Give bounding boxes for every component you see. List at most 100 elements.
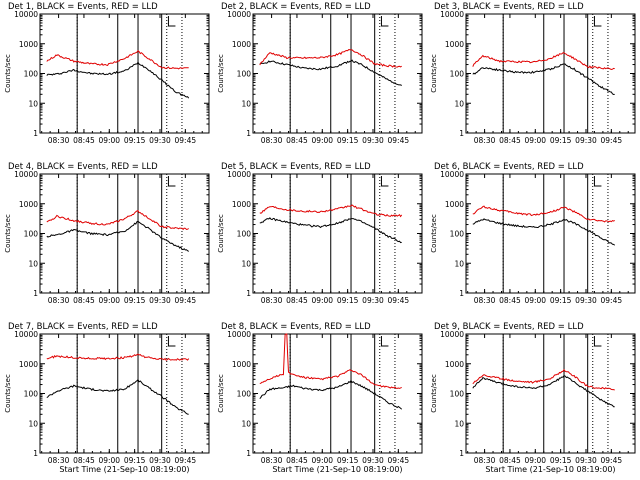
corner-bracket-marker: [593, 16, 602, 27]
detector-panel-3: 1 10 100 1000 10000 08:30 08:45 09:00 09:15 09:30…: [430, 2, 636, 145]
x-tick-label: 09:15: [124, 296, 146, 305]
plot-frame: [252, 13, 423, 134]
y-tick-label: 10000: [14, 10, 38, 19]
series-line-events: [46, 378, 189, 415]
y-tick-label: 1: [33, 129, 38, 138]
y-axis-label: Counts/sec: [4, 54, 12, 93]
corner-bracket-marker: [167, 176, 176, 187]
y-tick-label: 10000: [227, 330, 251, 339]
x-tick-label: 09:45: [388, 136, 410, 145]
panel-title: Det 7, BLACK = Events, RED = LLD: [8, 322, 158, 332]
y-tick-label: 10000: [440, 330, 464, 339]
y-tick-label: 10000: [440, 170, 464, 179]
y-tick-label: 100: [237, 70, 252, 79]
y-tick-label: 1: [246, 449, 251, 458]
corner-bracket-marker: [167, 336, 176, 347]
y-tick-label: 100: [24, 390, 39, 399]
x-tick-label: 09:30: [575, 296, 597, 305]
x-tick-label: 09:30: [149, 296, 171, 305]
x-tick-label: 09:45: [601, 456, 623, 465]
x-tick-label: 09:00: [524, 296, 546, 305]
y-axis-label: Counts/sec: [430, 214, 438, 253]
x-tick-label: 09:30: [149, 456, 171, 465]
y-tick-label: 100: [24, 70, 39, 79]
x-tick-label: 09:30: [362, 296, 384, 305]
x-tick-label: 09:15: [337, 136, 359, 145]
plot-frame: [39, 173, 210, 294]
series-line-lld: [46, 209, 189, 231]
y-tick-label: 1000: [232, 40, 251, 49]
y-tick-label: 100: [237, 390, 252, 399]
detector-panel-6: 1 10 100 1000 10000 08:30 08:45 09:00 09:15 09:30…: [430, 162, 636, 305]
x-tick-label: 09:00: [524, 136, 546, 145]
y-tick-label: 1000: [232, 360, 251, 369]
series-line-events: [472, 218, 616, 246]
x-tick-label: 08:45: [73, 296, 95, 305]
x-tick-label: 08:30: [474, 296, 496, 305]
x-tick-label: 09:45: [601, 136, 623, 145]
y-tick-label: 100: [450, 390, 465, 399]
corner-bracket-marker: [593, 336, 602, 347]
detector-panel-2: 1 10 100 1000 10000 08:30 08:45 09:00 09:15 09:30…: [217, 2, 423, 145]
x-tick-label: 09:30: [149, 136, 171, 145]
x-tick-label: 09:00: [311, 456, 333, 465]
y-tick-label: 10000: [14, 330, 38, 339]
series-line-events: [259, 59, 402, 86]
series-line-events: [259, 217, 402, 244]
plot-frame: [465, 13, 636, 134]
y-tick-label: 10: [28, 419, 38, 428]
corner-bracket-marker: [380, 336, 389, 347]
y-tick-label: 1: [246, 289, 251, 298]
y-tick-label: 1: [459, 449, 464, 458]
x-tick-label: 09:45: [175, 136, 197, 145]
x-tick-label: 09:45: [601, 296, 623, 305]
y-axis-label: Counts/sec: [217, 54, 225, 93]
y-tick-label: 10000: [440, 10, 464, 19]
x-axis-label: Start Time (21-Sep-10 08:19:00): [272, 465, 402, 474]
y-axis-label: Counts/sec: [4, 214, 12, 253]
y-tick-label: 100: [450, 230, 465, 239]
x-tick-label: 08:30: [261, 456, 283, 465]
x-tick-label: 09:00: [98, 456, 120, 465]
x-tick-label: 09:15: [124, 136, 146, 145]
y-axis-label: Counts/sec: [217, 214, 225, 253]
corner-bracket-marker: [380, 176, 389, 187]
x-tick-label: 09:00: [311, 296, 333, 305]
y-tick-label: 1: [459, 289, 464, 298]
x-tick-label: 08:30: [261, 136, 283, 145]
y-tick-label: 1000: [19, 200, 38, 209]
y-tick-label: 100: [450, 70, 465, 79]
plot-frame: [252, 333, 423, 454]
series-line-lld: [259, 204, 403, 218]
panel-title: Det 6, BLACK = Events, RED = LLD: [434, 162, 584, 172]
x-tick-label: 09:00: [311, 136, 333, 145]
x-tick-label: 08:45: [73, 456, 95, 465]
series-line-lld: [46, 49, 189, 70]
plot-frame: [39, 333, 210, 454]
panel-title: Det 8, BLACK = Events, RED = LLD: [221, 322, 371, 332]
series-line-lld: [259, 48, 402, 68]
x-tick-label: 08:45: [73, 136, 95, 145]
panel-title: Det 2, BLACK = Events, RED = LLD: [221, 2, 371, 12]
detector-panel-8: 1 10 100 1000 10000 08:30 08:45 09:00 09:15 09:30…: [217, 322, 423, 474]
x-tick-label: 09:45: [175, 456, 197, 465]
y-tick-label: 100: [24, 230, 39, 239]
y-tick-label: 1000: [445, 200, 464, 209]
y-tick-label: 1000: [19, 40, 38, 49]
y-tick-label: 10: [28, 259, 38, 268]
y-axis-label: Counts/sec: [430, 54, 438, 93]
x-tick-label: 08:30: [48, 456, 70, 465]
series-line-lld: [259, 333, 402, 389]
y-tick-label: 1000: [445, 40, 464, 49]
x-tick-label: 09:45: [388, 296, 410, 305]
x-tick-label: 08:45: [286, 456, 308, 465]
panel-title: Det 9, BLACK = Events, RED = LLD: [434, 322, 584, 332]
series-line-events: [46, 220, 189, 252]
x-tick-label: 09:15: [550, 136, 572, 145]
series-line-events: [472, 374, 615, 408]
plot-frame: [465, 173, 636, 294]
panel-title: Det 1, BLACK = Events, RED = LLD: [8, 2, 158, 12]
x-tick-label: 09:30: [362, 136, 384, 145]
y-tick-label: 10: [241, 99, 251, 108]
